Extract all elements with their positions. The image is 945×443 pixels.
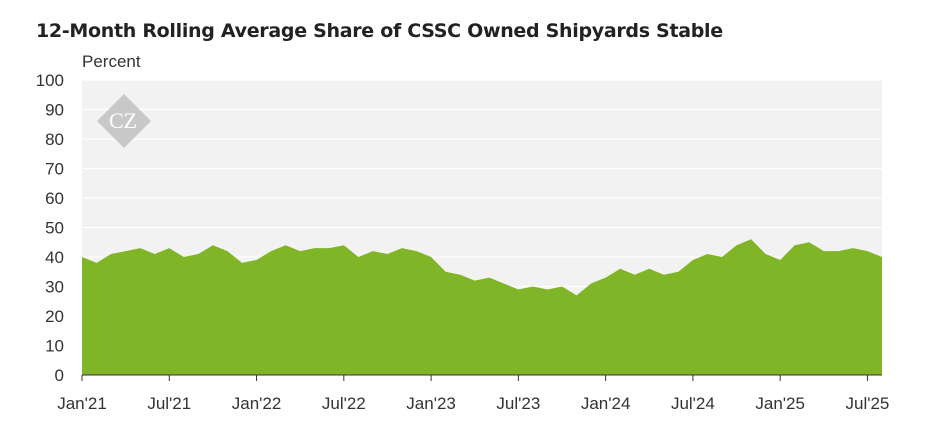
x-tick-label: Jan'25 bbox=[755, 394, 805, 413]
x-tick-label: Jul'21 bbox=[147, 394, 191, 413]
x-tick-label: Jan'21 bbox=[57, 394, 107, 413]
area-series bbox=[82, 239, 882, 375]
chart-title: 12-Month Rolling Average Share of CSSC O… bbox=[36, 20, 723, 42]
x-tick-label: Jul'22 bbox=[322, 394, 366, 413]
y-tick-label: 70 bbox=[45, 160, 64, 179]
cz-logo-watermark: CZ bbox=[97, 94, 151, 148]
y-tick-label: 90 bbox=[45, 101, 64, 120]
x-tick-label: Jul'23 bbox=[496, 394, 540, 413]
y-tick-label: 50 bbox=[45, 219, 64, 238]
x-tick-label: Jan'23 bbox=[406, 394, 456, 413]
y-tick-label: 20 bbox=[45, 307, 64, 326]
y-tick-label: 30 bbox=[45, 278, 64, 297]
x-tick-label: Jul'25 bbox=[846, 394, 890, 413]
y-tick-labels: 0 10 20 30 40 50 60 70 80 90 100 bbox=[36, 71, 64, 385]
logo-text: CZ bbox=[109, 108, 137, 133]
x-tick-label: Jul'24 bbox=[671, 394, 715, 413]
y-tick-label: 60 bbox=[45, 189, 64, 208]
y-tick-label: 40 bbox=[45, 248, 64, 267]
x-axis bbox=[81, 374, 882, 381]
x-tick-labels: Jan'21 Jul'21 Jan'22 Jul'22 Jan'23 Jul'23 Jan'… bbox=[57, 394, 889, 413]
logo-diamond bbox=[97, 94, 151, 148]
y-tick-label: 10 bbox=[45, 337, 64, 356]
x-tick-label: Jan'22 bbox=[232, 394, 282, 413]
y-tick-label: 80 bbox=[45, 130, 64, 149]
y-tick-label: 100 bbox=[36, 71, 64, 90]
x-tick-label: Jan'24 bbox=[581, 394, 631, 413]
y-axis-unit-label: Percent bbox=[82, 52, 141, 71]
y-tick-label: 0 bbox=[55, 366, 64, 385]
